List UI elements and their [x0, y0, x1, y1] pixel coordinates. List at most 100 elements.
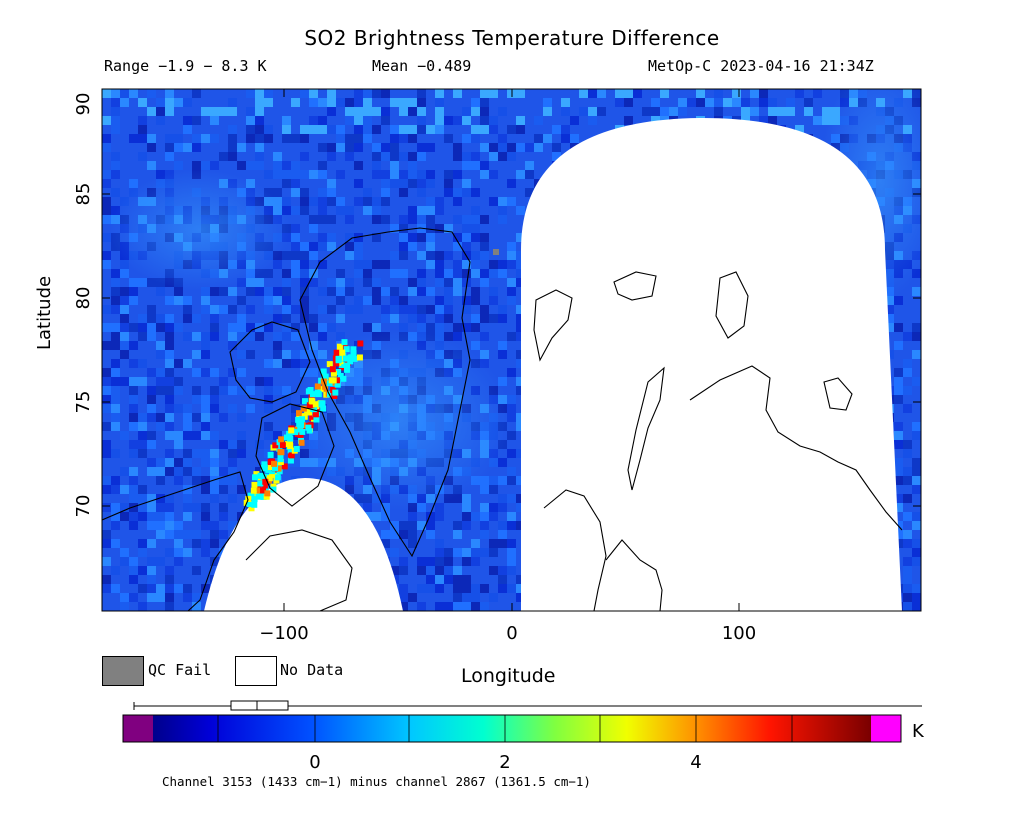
retrieval-pixel: [120, 548, 129, 557]
retrieval-pixel: [426, 233, 435, 242]
retrieval-pixel: [516, 422, 525, 431]
retrieval-pixel: [201, 584, 210, 593]
retrieval-pixel: [201, 431, 210, 440]
retrieval-pixel: [210, 431, 219, 440]
retrieval-pixel: [318, 206, 327, 215]
retrieval-pixel: [453, 152, 462, 161]
retrieval-pixel: [507, 449, 516, 458]
retrieval-pixel: [120, 557, 129, 566]
retrieval-pixel: [237, 512, 246, 521]
retrieval-pixel: [372, 206, 381, 215]
retrieval-pixel: [156, 287, 165, 296]
retrieval-pixel: [462, 584, 471, 593]
plume-pixel: [335, 369, 342, 376]
retrieval-pixel: [327, 107, 336, 116]
plume-pixel: [320, 368, 327, 375]
swath-haze: [110, 170, 290, 290]
y-tick-label: 85: [73, 183, 94, 206]
coastlines: [102, 227, 903, 611]
retrieval-pixel: [264, 287, 273, 296]
retrieval-pixel: [372, 512, 381, 521]
retrieval-pixel: [264, 125, 273, 134]
plume-pixel: [263, 493, 270, 500]
retrieval-pixel: [228, 134, 237, 143]
retrieval-pixel: [219, 152, 228, 161]
retrieval-pixel: [516, 584, 525, 593]
retrieval-pixel: [660, 107, 669, 116]
colorbar-over-swatch: [871, 715, 901, 742]
retrieval-pixel: [408, 152, 417, 161]
retrieval-pixel: [462, 593, 471, 602]
plume-pixel: [246, 501, 253, 508]
plume-pixel: [288, 427, 295, 434]
retrieval-pixel: [444, 566, 453, 575]
coastline-north-america: [102, 471, 249, 611]
retrieval-pixel: [246, 125, 255, 134]
retrieval-pixel: [480, 116, 489, 125]
retrieval-pixel: [444, 575, 453, 584]
retrieval-pixel: [192, 602, 201, 611]
retrieval-pixel: [282, 206, 291, 215]
retrieval-pixel: [111, 368, 120, 377]
retrieval-pixel: [444, 224, 453, 233]
retrieval-pixel: [264, 170, 273, 179]
retrieval-pixel: [498, 314, 507, 323]
retrieval-pixel: [408, 512, 417, 521]
plume-pixel: [287, 435, 294, 442]
retrieval-pixel: [417, 287, 426, 296]
retrieval-pixel: [417, 584, 426, 593]
retrieval-pixel: [120, 602, 129, 611]
retrieval-pixel: [300, 197, 309, 206]
retrieval-pixel: [156, 557, 165, 566]
retrieval-pixel: [201, 458, 210, 467]
retrieval-pixel: [912, 539, 921, 548]
plume-pixel: [330, 370, 337, 377]
retrieval-pixel: [561, 107, 570, 116]
retrieval-pixel: [120, 260, 129, 269]
retrieval-pixel: [354, 143, 363, 152]
retrieval-pixel: [174, 134, 183, 143]
retrieval-pixel: [237, 485, 246, 494]
retrieval-pixel: [165, 377, 174, 386]
retrieval-pixel: [264, 323, 273, 332]
retrieval-pixel: [462, 224, 471, 233]
retrieval-pixel: [471, 557, 480, 566]
retrieval-pixel: [354, 296, 363, 305]
retrieval-pixel: [498, 206, 507, 215]
retrieval-pixel: [138, 566, 147, 575]
plume-pixel: [276, 445, 283, 452]
plume-pixel: [279, 442, 286, 449]
retrieval-pixel: [885, 323, 894, 332]
retrieval-pixel: [219, 512, 228, 521]
retrieval-pixel: [183, 458, 192, 467]
retrieval-pixel: [102, 557, 111, 566]
retrieval-pixel: [453, 242, 462, 251]
retrieval-pixel: [138, 314, 147, 323]
retrieval-pixel: [615, 89, 624, 98]
retrieval-pixel: [408, 206, 417, 215]
retrieval-pixel: [345, 305, 354, 314]
retrieval-pixel: [156, 512, 165, 521]
colorbar-caption: Channel 3153 (1433 cm−1) minus channel 2…: [162, 774, 591, 789]
retrieval-pixel: [363, 296, 372, 305]
retrieval-pixel: [102, 206, 111, 215]
retrieval-pixel: [399, 215, 408, 224]
retrieval-pixel: [894, 368, 903, 377]
plume-pixel: [309, 391, 316, 398]
retrieval-pixel: [516, 377, 525, 386]
retrieval-pixel: [381, 539, 390, 548]
colorbar-tick-label: 0: [309, 752, 320, 773]
retrieval-pixel: [552, 152, 561, 161]
retrieval-pixel: [210, 467, 219, 476]
retrieval-pixel: [408, 98, 417, 107]
plume-pixel: [306, 402, 313, 409]
retrieval-pixel: [201, 485, 210, 494]
retrieval-pixel: [228, 152, 237, 161]
retrieval-pixel: [138, 152, 147, 161]
retrieval-pixel: [363, 197, 372, 206]
retrieval-pixel: [129, 404, 138, 413]
retrieval-pixel: [165, 512, 174, 521]
retrieval-pixel: [264, 359, 273, 368]
retrieval-pixel: [318, 332, 327, 341]
retrieval-pixel: [633, 89, 642, 98]
